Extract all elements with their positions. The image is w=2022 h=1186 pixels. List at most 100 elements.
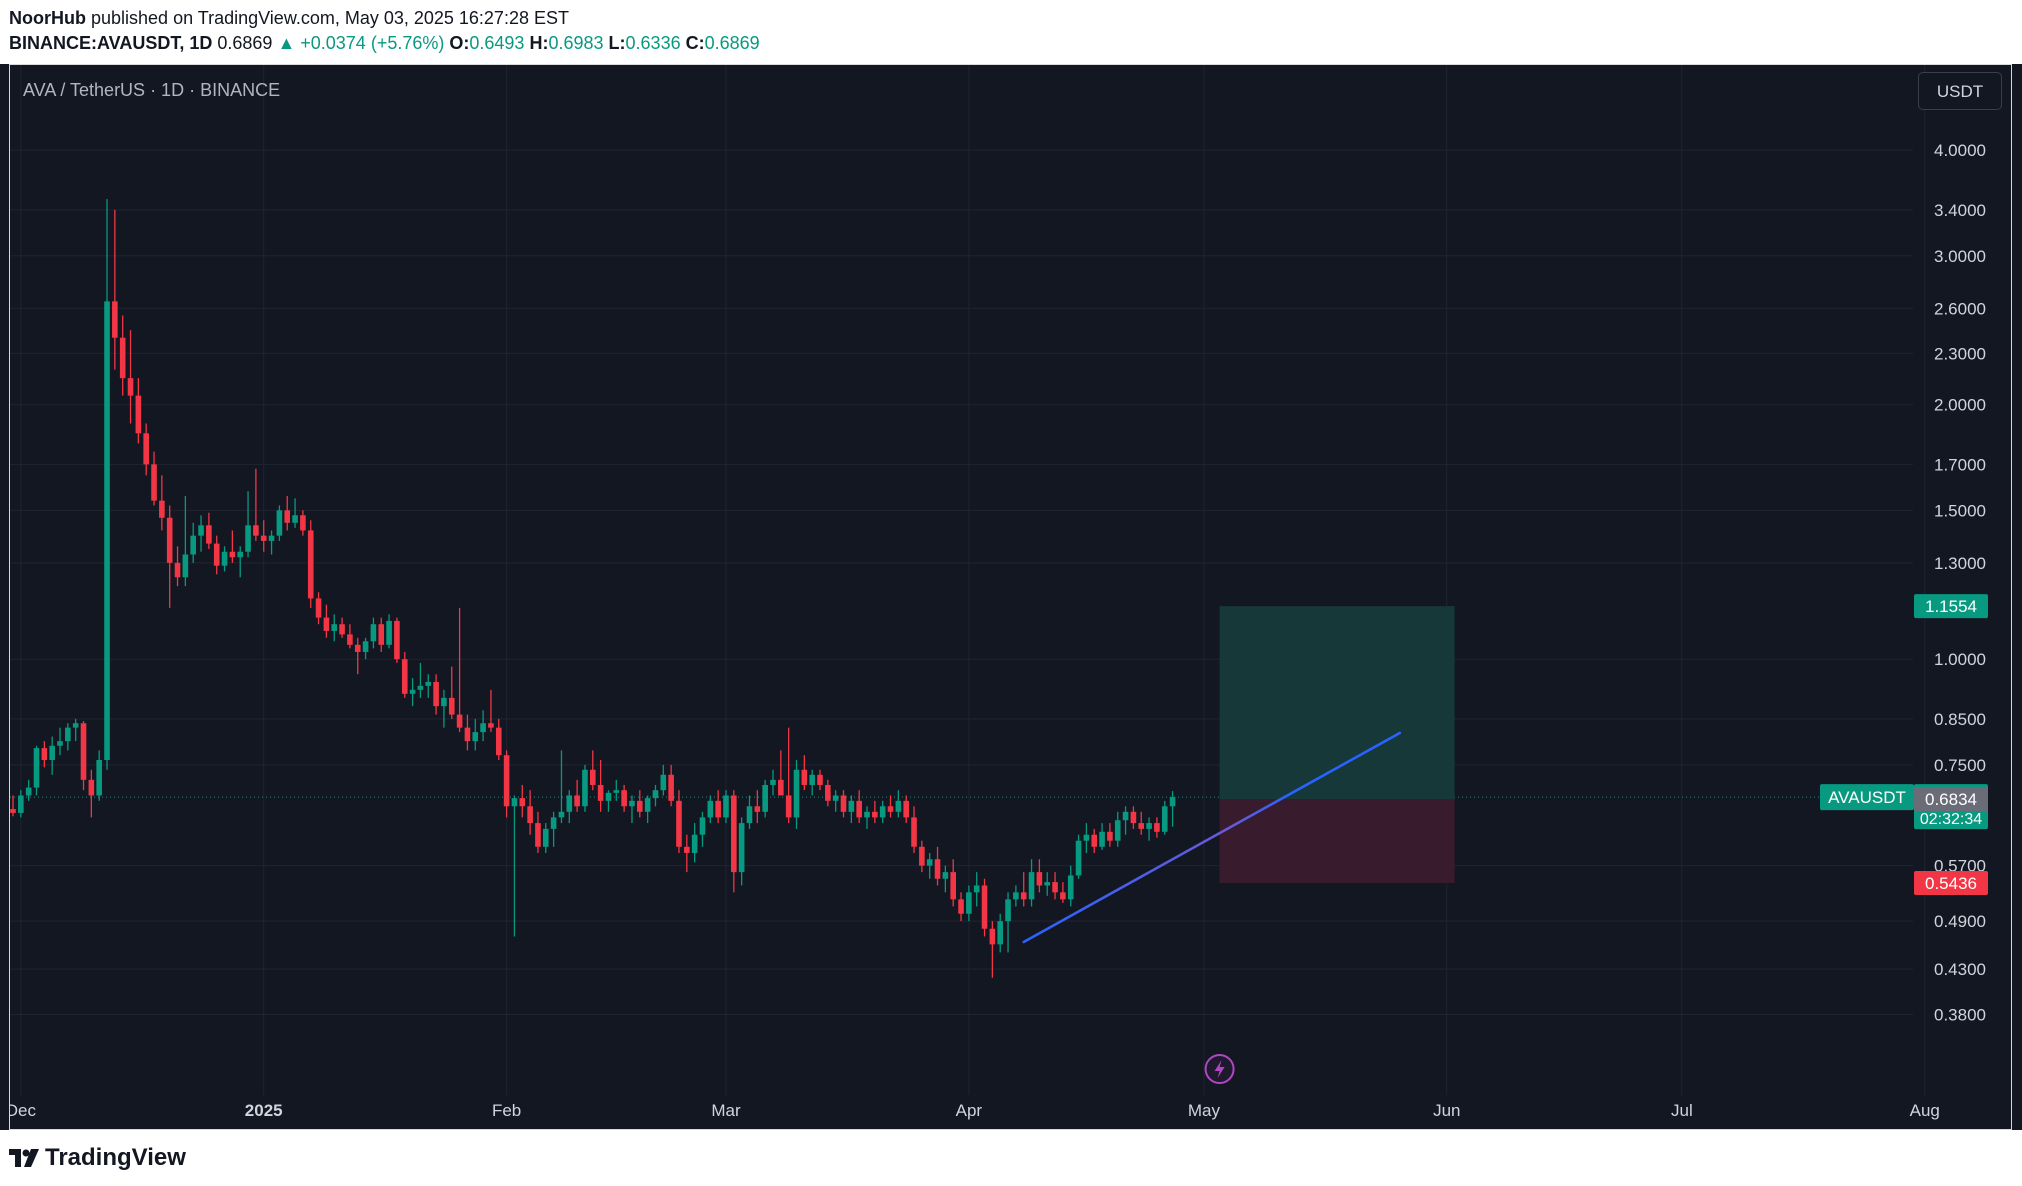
candle[interactable]	[574, 779, 580, 812]
candle[interactable]	[245, 491, 251, 558]
candle[interactable]	[684, 834, 690, 873]
candle[interactable]	[731, 790, 737, 893]
candle[interactable]	[1091, 828, 1098, 853]
candle[interactable]	[817, 769, 823, 791]
candle[interactable]	[57, 727, 63, 756]
candle[interactable]	[958, 892, 964, 922]
candle[interactable]	[88, 769, 95, 818]
candle[interactable]	[1146, 817, 1152, 841]
candle[interactable]	[49, 736, 55, 775]
candle[interactable]	[582, 764, 588, 812]
candle[interactable]	[237, 546, 244, 578]
candle[interactable]	[166, 505, 173, 608]
candle[interactable]	[456, 607, 463, 733]
candle[interactable]	[637, 790, 643, 818]
loss-zone[interactable]	[1219, 798, 1455, 884]
candle[interactable]	[135, 378, 142, 444]
price-axis[interactable]: 4.0000 3.4000 3.0000 2.6000 2.3000 2.0000 1.70…	[1934, 141, 1986, 1024]
candle[interactable]	[652, 784, 659, 807]
candle[interactable]	[284, 495, 291, 531]
candle[interactable]	[1044, 872, 1051, 896]
candle[interactable]	[778, 750, 784, 796]
candle[interactable]	[354, 637, 361, 675]
event-marker[interactable]	[1204, 1054, 1235, 1084]
time-axis[interactable]: Dec 2025 Feb Mar Apr May Jun Jul Aug	[10, 1101, 1940, 1120]
candle[interactable]	[1154, 817, 1160, 838]
candle[interactable]	[323, 604, 330, 638]
candle[interactable]	[825, 779, 831, 807]
candle[interactable]	[566, 790, 573, 824]
candle[interactable]	[1138, 811, 1145, 835]
candle[interactable]	[542, 823, 549, 853]
candle[interactable]	[1005, 892, 1011, 953]
candle[interactable]	[198, 515, 204, 552]
candle[interactable]	[981, 878, 988, 937]
candle[interactable]	[315, 592, 322, 625]
candle[interactable]	[738, 817, 745, 886]
candle[interactable]	[613, 779, 620, 801]
candle[interactable]	[707, 795, 714, 824]
candle[interactable]	[621, 784, 627, 812]
candle[interactable]	[72, 718, 79, 742]
candle[interactable]	[441, 689, 447, 728]
candle[interactable]	[448, 666, 455, 719]
candle[interactable]	[926, 852, 933, 879]
candle[interactable]	[143, 423, 149, 476]
candle[interactable]	[903, 795, 909, 824]
candle[interactable]	[660, 764, 667, 796]
candle[interactable]	[213, 535, 220, 575]
candle[interactable]	[950, 859, 956, 907]
candle[interactable]	[1114, 811, 1121, 847]
candle[interactable]	[527, 790, 533, 835]
candle[interactable]	[1130, 806, 1137, 829]
candle[interactable]	[691, 823, 698, 863]
candle[interactable]	[1052, 872, 1058, 900]
candle[interactable]	[864, 806, 870, 829]
candle[interactable]	[535, 811, 541, 853]
candle[interactable]	[754, 790, 761, 824]
candle[interactable]	[723, 790, 729, 824]
candle[interactable]	[370, 617, 377, 649]
candle[interactable]	[934, 846, 941, 886]
candle[interactable]	[1083, 823, 1090, 853]
candle[interactable]	[1122, 806, 1129, 835]
candle[interactable]	[997, 913, 1004, 953]
candle[interactable]	[1099, 823, 1105, 850]
candle[interactable]	[347, 624, 353, 649]
candle[interactable]	[1075, 834, 1082, 879]
candle[interactable]	[112, 209, 118, 370]
candle[interactable]	[10, 795, 16, 817]
candle[interactable]	[174, 546, 181, 587]
candle[interactable]	[887, 795, 894, 818]
candlestick-series[interactable]	[10, 199, 1176, 978]
candle[interactable]	[221, 546, 228, 572]
price-chart[interactable]: 4.0000 3.4000 3.0000 2.6000 2.3000 2.0000 1.70…	[10, 65, 2011, 1129]
trendline[interactable]	[1022, 731, 1402, 944]
candle[interactable]	[1036, 859, 1043, 893]
candle[interactable]	[597, 759, 604, 812]
candle[interactable]	[80, 721, 87, 791]
candle[interactable]	[809, 769, 815, 796]
currency-button[interactable]: USDT	[1918, 72, 2002, 110]
candle[interactable]	[41, 741, 48, 768]
candle[interactable]	[1020, 872, 1027, 907]
candle[interactable]	[96, 750, 102, 801]
candle[interactable]	[480, 710, 486, 742]
candle[interactable]	[1028, 859, 1035, 907]
candle[interactable]	[1067, 865, 1074, 907]
candle[interactable]	[793, 759, 800, 829]
candle[interactable]	[762, 779, 768, 818]
candle[interactable]	[268, 530, 275, 555]
candle[interactable]	[911, 806, 917, 853]
candle[interactable]	[464, 714, 471, 751]
candle[interactable]	[409, 678, 416, 707]
candle[interactable]	[229, 530, 236, 563]
candle[interactable]	[33, 745, 40, 796]
candle[interactable]	[770, 769, 776, 796]
candle[interactable]	[151, 451, 157, 506]
candle[interactable]	[832, 790, 839, 812]
candle[interactable]	[292, 498, 298, 528]
candle[interactable]	[104, 199, 110, 770]
candle[interactable]	[472, 718, 479, 751]
long-position-tool[interactable]	[1219, 606, 1455, 884]
